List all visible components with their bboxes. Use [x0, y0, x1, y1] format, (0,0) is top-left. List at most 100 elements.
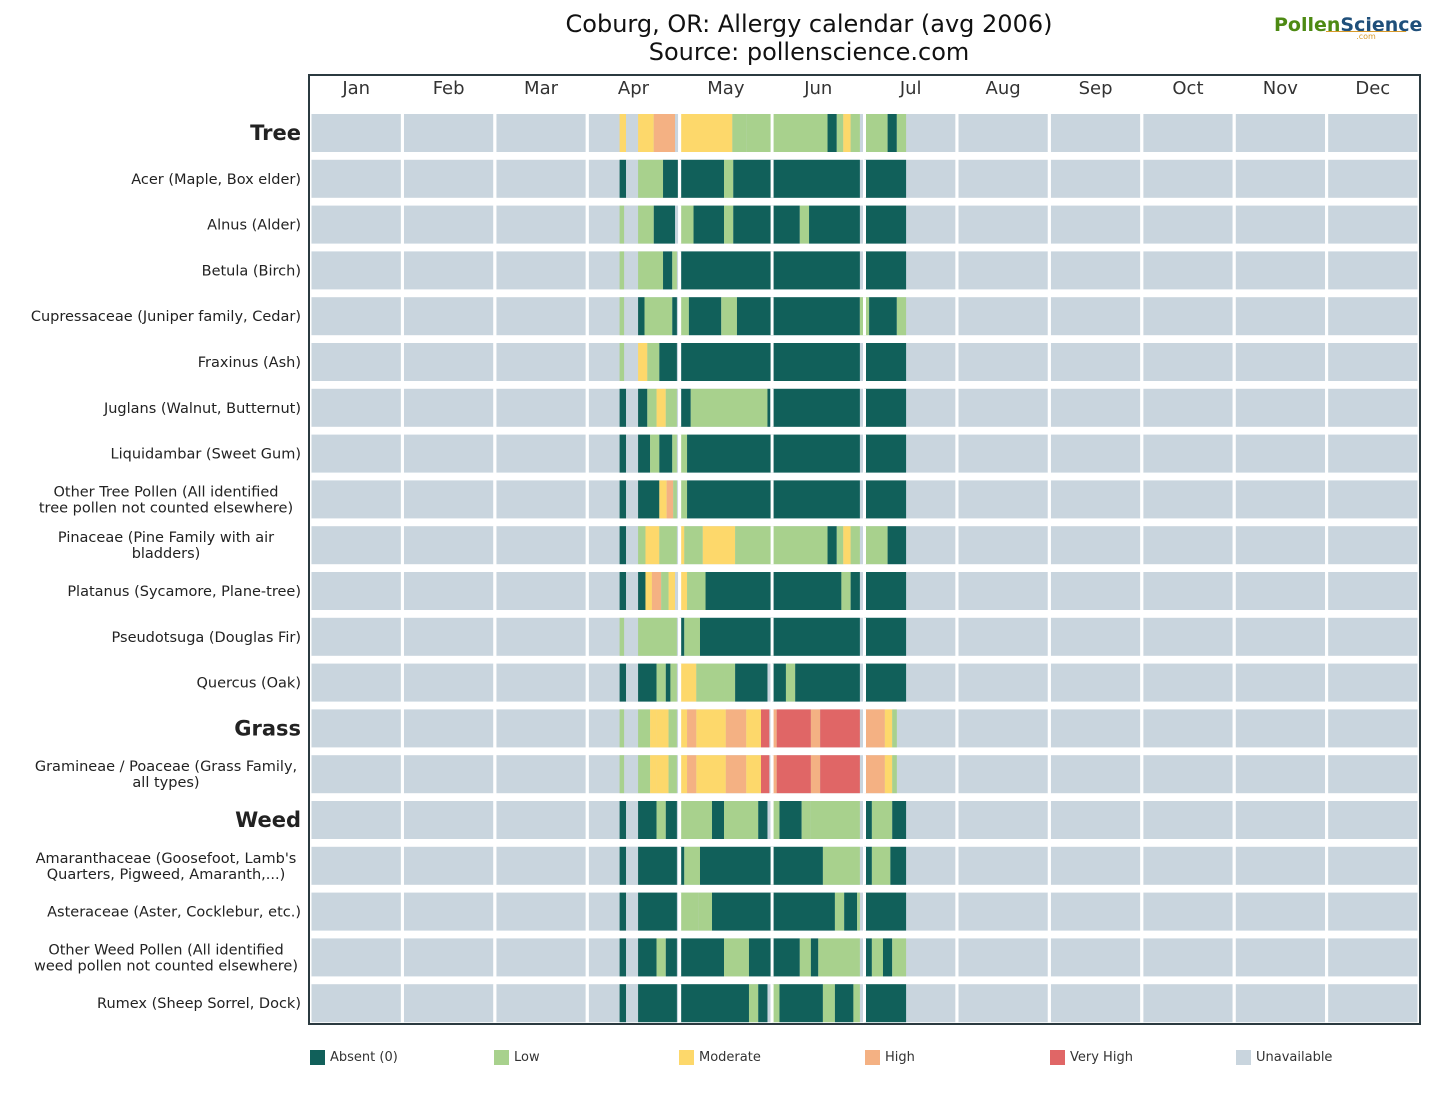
- month-gap: [770, 159, 774, 198]
- month-gap: [770, 709, 774, 748]
- month-gap: [1232, 434, 1236, 473]
- level-segment: [724, 801, 759, 839]
- month-gap: [400, 388, 404, 427]
- cell-unavailable: [1235, 755, 1326, 794]
- level-segment: [624, 709, 639, 748]
- legend-label: Unavailable: [1256, 1050, 1333, 1065]
- cell-unavailable: [496, 755, 586, 794]
- month-gap: [400, 892, 404, 931]
- month-gap: [955, 984, 959, 1023]
- cell-unavailable: [1235, 434, 1326, 473]
- cell-unavailable: [311, 114, 401, 152]
- chart-legend: Absent (0) Low Moderate High Very High Unavai…: [0, 1050, 1449, 1070]
- month-gap: [1232, 297, 1236, 336]
- month-gap: [955, 572, 959, 610]
- level-segment: [638, 846, 677, 885]
- month-gap: [678, 663, 682, 702]
- cell-unavailable: [403, 205, 494, 244]
- month-gap: [678, 801, 682, 839]
- level-segment: [619, 617, 625, 656]
- month-gap: [1325, 755, 1329, 794]
- level-segment: [651, 572, 662, 610]
- level-segment: [673, 480, 677, 519]
- month-gap: [1232, 388, 1236, 427]
- cell-unavailable: [1050, 938, 1141, 977]
- level-segment: [672, 434, 677, 473]
- month-label-sep: Sep: [1079, 78, 1113, 99]
- level-segment: [772, 480, 860, 519]
- month-gap: [770, 526, 774, 565]
- cell-unavailable: [1050, 755, 1141, 794]
- level-segment: [659, 480, 667, 519]
- level-segment: [665, 388, 677, 427]
- row-label: Betula (Birch): [202, 263, 301, 279]
- month-gap: [493, 663, 497, 702]
- cell-unavailable: [1143, 846, 1233, 885]
- level-segment: [679, 938, 725, 977]
- cell-unavailable: [403, 297, 494, 336]
- level-segment: [736, 297, 773, 336]
- level-segment: [772, 159, 860, 198]
- level-segment: [772, 755, 777, 794]
- row-label: Liquidambar (Sweet Gum): [111, 447, 301, 463]
- level-segment: [776, 755, 811, 794]
- month-gap: [678, 388, 682, 427]
- month-gap: [493, 526, 497, 565]
- level-segment: [663, 159, 678, 198]
- month-gap: [400, 617, 404, 656]
- level-segment: [725, 709, 747, 748]
- month-gap: [863, 251, 866, 290]
- level-segment: [760, 709, 770, 748]
- level-segment: [721, 297, 737, 336]
- month-gap: [1325, 297, 1329, 336]
- row-label-line: Gramineae / Poaceae (Grass Family,: [35, 759, 297, 775]
- month-gap: [1232, 159, 1236, 198]
- month-gap: [1140, 526, 1144, 565]
- cell-unavailable: [1328, 434, 1418, 473]
- month-gap: [678, 343, 682, 381]
- level-segment: [712, 892, 773, 931]
- cell-unavailable: [1143, 801, 1233, 839]
- month-gap: [1232, 526, 1236, 565]
- level-segment: [659, 526, 677, 565]
- level-segment: [619, 205, 625, 244]
- level-segment: [619, 343, 625, 381]
- month-gap: [1047, 159, 1051, 198]
- level-segment: [779, 801, 802, 839]
- level-segment: [650, 755, 657, 794]
- cell-unavailable: [311, 159, 401, 198]
- level-segment: [679, 526, 685, 565]
- month-gap: [770, 297, 774, 336]
- level-segment: [760, 755, 770, 794]
- level-segment: [890, 846, 907, 885]
- cell-unavailable: [403, 984, 494, 1023]
- month-gap: [585, 114, 589, 152]
- level-segment: [619, 572, 627, 610]
- level-segment: [626, 846, 639, 885]
- month-gap: [1047, 114, 1051, 152]
- level-segment: [624, 251, 639, 290]
- cell-unavailable: [403, 709, 494, 748]
- level-segment: [619, 892, 627, 931]
- legend-item: Moderate: [679, 1050, 761, 1065]
- logo-subtext-label: .com: [1356, 32, 1376, 41]
- month-gap: [955, 480, 959, 519]
- cell-unavailable: [1050, 572, 1141, 610]
- row-label: Pseudotsuga (Douglas Fir): [112, 630, 301, 646]
- month-gap: [400, 205, 404, 244]
- month-gap: [1140, 938, 1144, 977]
- level-segment: [772, 572, 842, 610]
- cell-unavailable: [496, 846, 586, 885]
- cell-unavailable: [1050, 205, 1141, 244]
- level-segment: [850, 572, 860, 610]
- cell-unavailable: [1050, 846, 1141, 885]
- month-gap: [1325, 617, 1329, 656]
- month-gap: [585, 892, 589, 931]
- level-segment: [638, 801, 657, 839]
- month-gap: [678, 892, 682, 931]
- cell-unavailable: [496, 892, 586, 931]
- month-gap: [863, 434, 866, 473]
- cell-unavailable: [403, 938, 494, 977]
- level-segment: [626, 114, 639, 152]
- cell-unavailable: [958, 755, 1048, 794]
